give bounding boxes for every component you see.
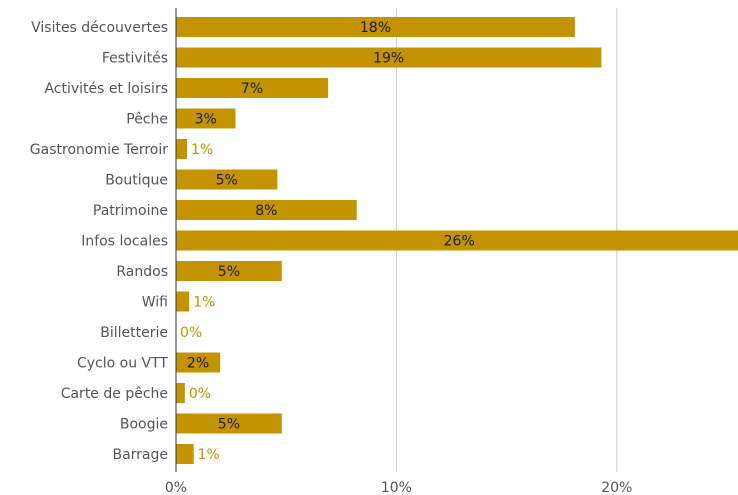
value-label: 8% (255, 203, 277, 219)
value-label: 0% (189, 386, 211, 402)
category-label: Pêche (126, 112, 168, 128)
bar (176, 352, 221, 373)
category-label: Randos (116, 264, 168, 280)
bar (176, 169, 278, 190)
x-tick-label: 10% (381, 480, 412, 495)
value-label: 5% (216, 173, 238, 189)
value-labels: 18%19%7%3%1%5%8%26%5%1%0%2%0%5%1% (180, 20, 475, 463)
value-label: 5% (218, 264, 240, 280)
bar (176, 383, 185, 403)
bars (176, 17, 738, 464)
value-label: 0% (180, 325, 202, 341)
category-label: Carte de pêche (61, 386, 168, 402)
category-label: Wifi (142, 295, 168, 311)
bar (176, 17, 575, 37)
category-label: Infos locales (81, 234, 168, 250)
bar (176, 444, 194, 464)
bar (176, 291, 190, 312)
value-label: 26% (444, 234, 475, 250)
category-label: Cyclo ou VTT (77, 356, 168, 372)
category-label: Boogie (120, 417, 168, 433)
value-label: 1% (193, 295, 215, 311)
category-label: Boutique (105, 173, 168, 189)
bar (176, 139, 188, 159)
x-tick-labels: 0% 10% 20% (165, 480, 632, 495)
value-label: 5% (218, 417, 240, 433)
bar (176, 200, 357, 220)
bar (176, 230, 738, 251)
category-label: Activités et loisirs (44, 81, 168, 97)
value-label: 19% (373, 51, 404, 67)
bar (176, 261, 282, 281)
value-label: 18% (360, 20, 391, 36)
category-label: Billetterie (100, 325, 168, 341)
bar (176, 413, 282, 434)
x-tick-label: 0% (165, 480, 187, 495)
value-label: 2% (187, 356, 209, 372)
value-label: 7% (241, 81, 263, 97)
value-label: 1% (198, 447, 220, 463)
bar (176, 78, 329, 98)
value-label: 3% (195, 112, 217, 128)
category-label: Patrimoine (93, 203, 168, 219)
category-label: Festivités (102, 51, 168, 67)
category-label: Gastronomie Terroir (30, 142, 168, 158)
bar (176, 108, 236, 129)
bar (176, 47, 602, 68)
value-label: 1% (191, 142, 213, 158)
category-label: Barrage (112, 447, 168, 463)
category-label: Visites découvertes (31, 20, 168, 36)
category-labels: Visites découvertes Festivités Activités e… (30, 20, 169, 463)
x-tick-label: 20% (601, 480, 632, 495)
